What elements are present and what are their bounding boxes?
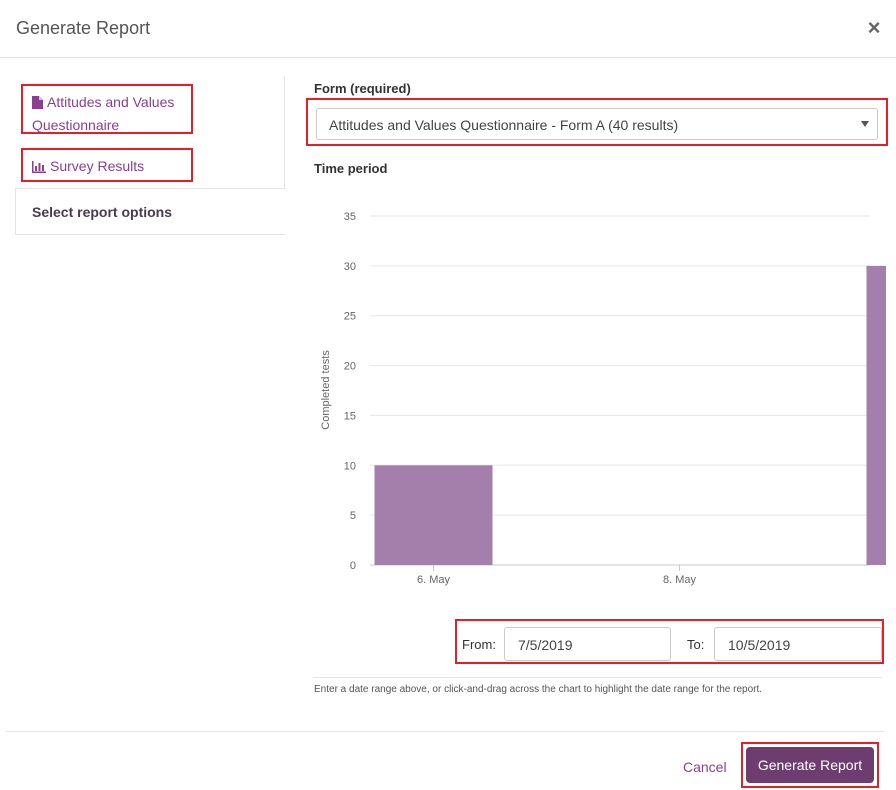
form-select-highlight: Attitudes and Values Questionnaire - For… [306, 98, 888, 146]
date-range-highlight: From: 7/5/2019 To: 10/5/2019 [455, 619, 884, 664]
chart-bar[interactable] [866, 265, 887, 565]
generate-report-highlight: Generate Report [741, 742, 879, 788]
to-date-input[interactable]: 10/5/2019 [714, 627, 882, 661]
chart-x-tick-label: 6. May [417, 574, 451, 586]
chart-y-tick-label: 5 [350, 510, 356, 522]
to-label: To: [687, 637, 705, 652]
close-button[interactable]: × [867, 15, 881, 40]
from-date-input[interactable]: 7/5/2019 [504, 627, 671, 661]
form-label: Form (required) [314, 81, 411, 96]
sidebar-item-label: Attitudes and Values [47, 94, 175, 110]
chart-x-tick-label: 8. May [663, 574, 697, 586]
divider [313, 677, 882, 678]
generate-report-button[interactable]: Generate Report [746, 747, 874, 783]
chart-y-tick-label: 10 [344, 460, 356, 472]
modal-title: Generate Report [16, 18, 151, 38]
sidebar-item-survey-results[interactable]: Survey Results [21, 148, 193, 182]
footer-divider [6, 731, 884, 732]
sidebar-item-questionnaire[interactable]: Attitudes and Values Questionnaire [21, 84, 193, 134]
date-range-hint: Enter a date range above, or click-and-d… [314, 684, 763, 695]
bar-chart-icon [32, 159, 46, 177]
chevron-down-icon [861, 121, 869, 127]
document-icon [32, 94, 43, 115]
chart-y-tick-label: 0 [350, 560, 356, 572]
chart-y-axis-label: Completed tests [320, 350, 332, 430]
form-select[interactable]: Attitudes and Values Questionnaire - For… [316, 108, 878, 140]
chart-y-tick-label: 25 [344, 311, 356, 323]
modal-header: Generate Report × [0, 0, 896, 58]
sidebar-item-label: Survey Results [50, 158, 145, 174]
from-label: From: [462, 637, 496, 652]
sidebar-item-label-continued: Questionnaire [32, 117, 120, 133]
cancel-link[interactable]: Cancel [683, 759, 727, 775]
chart-bar[interactable] [374, 465, 493, 565]
chart-y-ticks: 0 5 10 15 20 25 30 35 [344, 211, 356, 572]
chart-y-tick-label: 30 [344, 261, 356, 273]
chart-y-tick-label: 35 [344, 211, 356, 223]
time-period-label: Time period [314, 161, 388, 176]
sidebar-divider [284, 76, 285, 188]
chart-y-tick-label: 15 [344, 410, 356, 422]
form-select-value: Attitudes and Values Questionnaire - For… [329, 117, 679, 133]
sidebar-item-select-report-options[interactable]: Select report options [15, 188, 285, 235]
chart-y-tick-label: 20 [344, 361, 356, 373]
chart-bars [374, 265, 887, 565]
